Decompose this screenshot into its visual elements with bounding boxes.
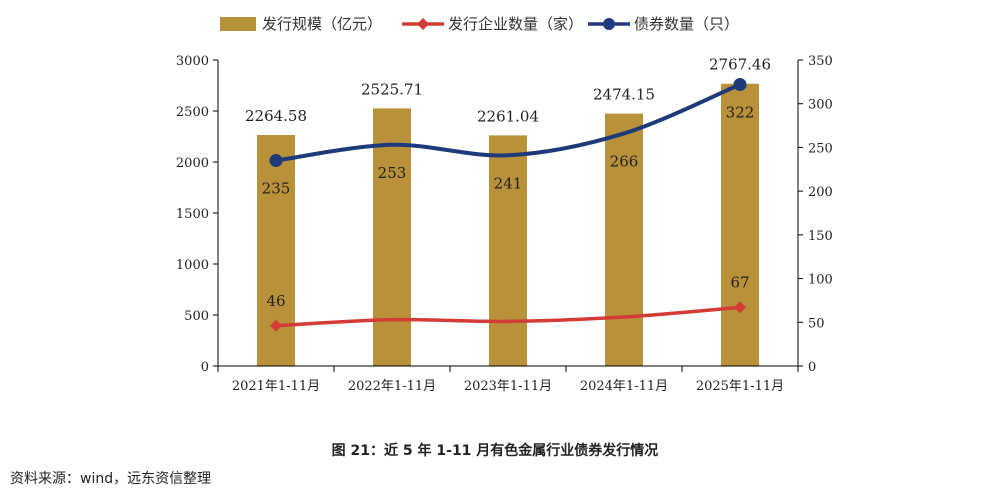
left-tick-label: 2500 xyxy=(176,105,209,120)
point-marker xyxy=(270,319,282,332)
bar-value-label: 2261.04 xyxy=(477,107,539,125)
legend-label: 发行企业数量（家） xyxy=(448,15,583,33)
right-tick-label: 200 xyxy=(808,185,833,200)
right-tick-label: 0 xyxy=(808,360,816,375)
legend-swatch-bar xyxy=(220,17,256,31)
bar xyxy=(721,83,759,366)
source-note: 资料来源：wind，远东资信整理 xyxy=(10,471,212,487)
legend: 发行规模（亿元） 发行企业数量（家） 债券数量（只） xyxy=(220,15,739,33)
legend-marker xyxy=(417,18,429,30)
x-tick-label: 2022年1-11月 xyxy=(348,379,436,394)
x-tick-label: 2024年1-11月 xyxy=(580,379,668,394)
right-tick-label: 250 xyxy=(808,141,833,156)
right-tick-label: 150 xyxy=(808,229,833,244)
axes: 0 500 1000 1500 2000 2500 3000 0 50 100 150 200 250 3… xyxy=(176,54,833,394)
right-tick-label: 100 xyxy=(808,273,833,288)
bar xyxy=(489,135,527,366)
legend-label: 发行规模（亿元） xyxy=(262,15,382,33)
series-line xyxy=(274,82,742,163)
legend-marker xyxy=(603,18,615,30)
line-value-label: 67 xyxy=(730,273,749,291)
right-tick-label: 350 xyxy=(808,54,833,69)
bar-value-label: 2525.71 xyxy=(361,80,423,98)
right-tick-label: 50 xyxy=(808,316,825,331)
line-value-label: 241 xyxy=(494,174,523,192)
right-tick-label: 300 xyxy=(808,98,833,113)
bar-value-label: 2474.15 xyxy=(593,86,655,104)
bar-value-label: 2767.46 xyxy=(709,56,771,74)
bar-series xyxy=(257,83,759,367)
line-value-label: 46 xyxy=(266,292,285,310)
legend-label: 债券数量（只） xyxy=(634,15,739,33)
bar xyxy=(373,108,411,367)
line-series xyxy=(269,77,747,332)
figure-caption: 图 21：近 5 年 1-11 月有色金属行业债券发行情况 xyxy=(331,443,659,459)
left-tick-label: 2000 xyxy=(176,156,209,171)
line-value-label: 322 xyxy=(726,103,755,121)
combo-chart: 发行规模（亿元） 发行企业数量（家） 债券数量（只） 050010001500200… xyxy=(176,15,833,394)
left-tick-label: 500 xyxy=(184,309,209,324)
x-tick-label: 2025年1-11月 xyxy=(696,379,784,394)
bar-value-label: 2264.58 xyxy=(245,107,307,125)
data-labels: 2264.58 2525.71 2261.04 2474.15 2767.46 46 67 2… xyxy=(245,56,771,310)
point-marker xyxy=(269,154,283,168)
left-tick-label: 1500 xyxy=(176,207,209,222)
left-tick-label: 1000 xyxy=(176,258,209,273)
left-tick-label: 0 xyxy=(201,360,209,375)
series-line xyxy=(274,305,742,328)
line-value-label: 235 xyxy=(262,180,291,198)
line-value-label: 253 xyxy=(378,164,407,182)
point-marker xyxy=(734,301,746,314)
left-tick-label: 3000 xyxy=(176,54,209,69)
line-value-label: 266 xyxy=(610,152,639,170)
point-marker xyxy=(733,77,747,91)
x-tick-label: 2023年1-11月 xyxy=(464,379,552,394)
bar xyxy=(605,113,643,366)
x-tick-label: 2021年1-11月 xyxy=(232,379,320,394)
